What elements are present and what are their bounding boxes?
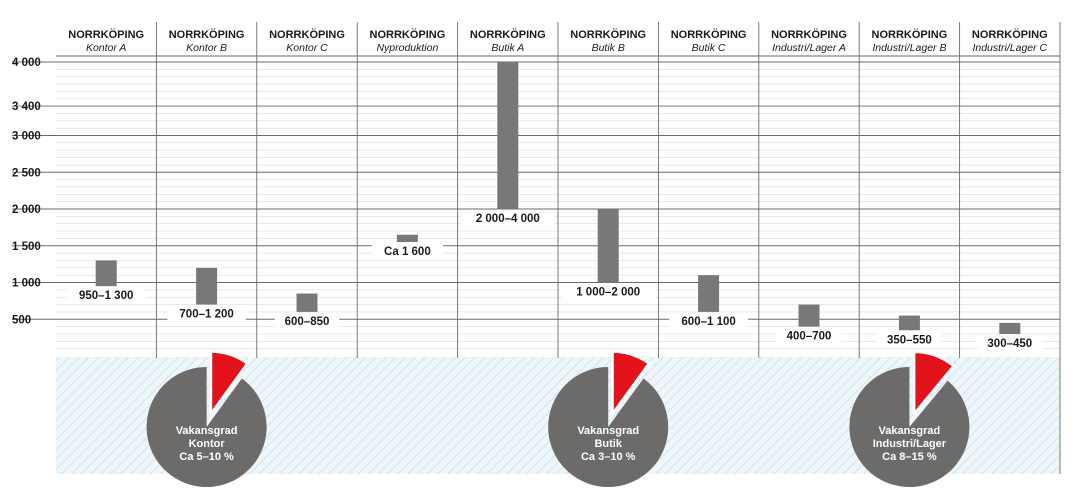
range-value-label: 2 000–4 000	[476, 213, 540, 225]
range-value-label: Ca 1 600	[384, 246, 431, 258]
pie-label-range-label: Ca 3–10 %	[581, 451, 636, 463]
value-label-background	[776, 327, 842, 344]
column-header-city: NORRKÖPING	[771, 28, 847, 41]
y-tick-label: 1 500	[12, 241, 41, 253]
column-header-city: NORRKÖPING	[671, 28, 747, 41]
column-header-city: NORRKÖPING	[169, 28, 245, 41]
column-header-subcategory: Industri/Lager B	[872, 42, 946, 54]
pie-label-range-label: Ca 5–10 %	[179, 451, 234, 463]
range-bar	[296, 293, 318, 312]
value-label-background	[669, 312, 748, 329]
pie-slice-vacant	[209, 350, 250, 418]
range-value-label: 700–1 200	[179, 309, 233, 321]
value-label-background	[167, 305, 246, 322]
pie-label-category: Industri/Lager	[873, 438, 947, 450]
pie-slice-occupied	[548, 367, 669, 488]
pie-label-range-label: Ca 8–15 %	[882, 451, 937, 463]
range-value-label: 1 000–2 000	[576, 287, 640, 299]
range-bar	[999, 322, 1021, 334]
pie-label-category: Butik	[594, 438, 622, 450]
y-tick-label: 4 000	[12, 57, 41, 69]
column-header-subcategory: Kontor C	[286, 42, 328, 54]
column-header-subcategory: Industri/Lager A	[772, 42, 846, 54]
pie-label-title: Vakansgrad	[176, 425, 238, 437]
column-header-subcategory: Butik C	[692, 42, 726, 54]
range-bar	[95, 260, 117, 287]
value-label-background	[371, 243, 444, 260]
pie-label-title: Vakansgrad	[879, 425, 941, 437]
value-labels: 950–1 300 700–1 200 600–850 Ca 1 600 2 000–4…	[66, 210, 1042, 351]
column-header-city: NORRKÖPING	[972, 28, 1048, 41]
column-header-subcategory: Butik B	[592, 42, 625, 54]
value-label-background	[66, 287, 146, 304]
y-tick-label: 3 000	[12, 131, 41, 143]
range-bar	[196, 267, 218, 305]
column-header-city: NORRKÖPING	[269, 28, 345, 41]
column-header-subcategory: Butik A	[491, 42, 524, 54]
bars	[95, 62, 1021, 334]
pie-slice-occupied	[146, 367, 267, 487]
range-bar	[798, 304, 820, 327]
range-value-label: 950–1 300	[79, 290, 133, 302]
y-tick-label: 2 500	[12, 167, 41, 179]
pie-label-category: Kontor	[189, 438, 226, 450]
range-bar	[597, 209, 619, 283]
column-header-subcategory: Industri/Lager C	[972, 42, 1047, 54]
column-header-subcategory: Kontor A	[86, 42, 126, 54]
column-header-city: NORRKÖPING	[470, 28, 546, 41]
column-header-city: NORRKÖPING	[570, 28, 646, 41]
range-bar	[898, 315, 920, 331]
value-label-background	[977, 334, 1042, 351]
column-header-city: NORRKÖPING	[68, 28, 144, 41]
range-bar	[396, 234, 418, 243]
pie-slice-occupied	[849, 367, 970, 487]
y-tick-label: 2 000	[12, 204, 41, 216]
range-bar	[698, 275, 720, 312]
y-tick-label: 1 000	[12, 278, 41, 290]
pie-slice-vacant	[912, 350, 956, 418]
column-header-subcategory: Kontor B	[186, 42, 227, 54]
range-value-label: 350–550	[887, 334, 932, 346]
range-bar	[497, 62, 519, 209]
column-header-city: NORRKÖPING	[370, 28, 446, 41]
range-value-label: 600–1 100	[681, 316, 735, 328]
column-header-city: NORRKÖPING	[872, 28, 948, 41]
value-label-background	[274, 312, 340, 329]
column-header-subcategory: Nyproduktion	[376, 42, 438, 54]
range-value-label: 600–850	[285, 316, 330, 328]
y-tick-label: 3 400	[12, 101, 41, 113]
pie-slice-vacant	[611, 350, 651, 418]
range-value-label: 400–700	[787, 331, 832, 343]
value-label-background	[877, 331, 942, 348]
pie-label-title: Vakansgrad	[577, 425, 639, 437]
y-axis: 500 1 000 1 500 2 000 2 500 3 000 3 400 4 000	[12, 57, 41, 326]
range-value-label: 300–450	[987, 338, 1032, 350]
value-label-background	[461, 210, 555, 226]
value-label-background	[561, 283, 655, 300]
grid-lines	[12, 22, 1061, 474]
y-tick-label: 500	[12, 314, 31, 326]
